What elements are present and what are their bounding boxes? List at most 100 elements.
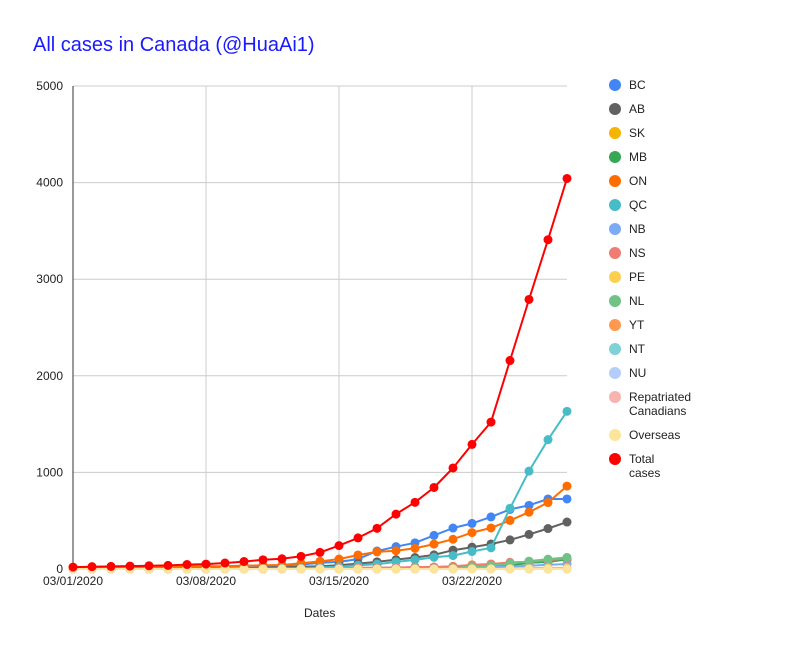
legend-item-ab: AB bbox=[609, 102, 779, 116]
data-point-overseas bbox=[277, 564, 287, 574]
legend-label: ON bbox=[629, 174, 647, 188]
legend-item-repatriated-canadians: Repatriated Canadians bbox=[609, 390, 779, 418]
data-point-overseas bbox=[315, 564, 325, 574]
y-tick-label: 5000 bbox=[36, 79, 63, 93]
data-point-overseas bbox=[448, 564, 458, 574]
data-point-on bbox=[448, 534, 458, 544]
legend-item-mb: MB bbox=[609, 150, 779, 164]
legend-label: NB bbox=[629, 222, 646, 236]
data-point-total-cases bbox=[144, 561, 154, 571]
legend-label: Total cases bbox=[629, 452, 661, 480]
data-point-ab bbox=[543, 524, 553, 534]
data-point-total-cases bbox=[353, 533, 363, 543]
data-point-on bbox=[353, 550, 363, 560]
data-point-qc bbox=[505, 503, 515, 513]
data-point-overseas bbox=[467, 564, 477, 574]
legend-marker-icon bbox=[609, 453, 621, 465]
x-tick-label: 03/08/2020 bbox=[176, 574, 236, 588]
data-point-total-cases bbox=[486, 417, 496, 427]
legend-item-ns: NS bbox=[609, 246, 779, 260]
data-point-overseas bbox=[562, 564, 572, 574]
data-point-total-cases bbox=[125, 561, 135, 571]
data-point-qc bbox=[543, 435, 553, 445]
legend-item-nt: NT bbox=[609, 342, 779, 356]
data-point-ab bbox=[505, 535, 515, 545]
legend-marker-icon bbox=[609, 367, 621, 379]
data-point-total-cases bbox=[410, 497, 420, 507]
legend-marker-icon bbox=[609, 175, 621, 187]
data-point-on bbox=[467, 528, 477, 538]
legend-marker-icon bbox=[609, 271, 621, 283]
legend-label: SK bbox=[629, 126, 646, 140]
data-point-qc bbox=[524, 466, 534, 476]
data-point-total-cases bbox=[391, 509, 401, 519]
legend-label: MB bbox=[629, 150, 647, 164]
data-point-total-cases bbox=[201, 559, 211, 569]
data-point-qc bbox=[467, 547, 477, 557]
legend-label: NU bbox=[629, 366, 647, 380]
legend-item-qc: QC bbox=[609, 198, 779, 212]
data-point-overseas bbox=[429, 564, 439, 574]
data-point-on bbox=[505, 515, 515, 525]
y-tick-label: 4000 bbox=[36, 176, 63, 190]
data-point-bc bbox=[486, 512, 496, 522]
legend: BC AB SK MB ON QC NB NS PE NL YT NT NU Repatriated Ca… bbox=[609, 78, 779, 490]
legend-marker-icon bbox=[609, 127, 621, 139]
data-point-nl bbox=[524, 556, 534, 566]
legend-label: YT bbox=[629, 318, 645, 332]
x-tick-label: 03/22/2020 bbox=[442, 574, 502, 588]
data-point-overseas bbox=[353, 564, 363, 574]
legend-label: NT bbox=[629, 342, 645, 356]
legend-item-yt: YT bbox=[609, 318, 779, 332]
data-point-on bbox=[486, 523, 496, 533]
legend-item-nu: NU bbox=[609, 366, 779, 380]
data-point-total-cases bbox=[220, 558, 230, 568]
data-point-qc bbox=[429, 552, 439, 562]
data-point-overseas bbox=[372, 564, 382, 574]
data-point-overseas bbox=[334, 564, 344, 574]
legend-item-overseas: Overseas bbox=[609, 428, 779, 442]
data-point-total-cases bbox=[467, 439, 477, 449]
legend-marker-icon bbox=[609, 319, 621, 331]
data-point-overseas bbox=[296, 564, 306, 574]
data-point-qc bbox=[562, 406, 572, 416]
data-point-total-cases bbox=[106, 561, 116, 571]
data-point-nl bbox=[562, 552, 572, 562]
data-point-overseas bbox=[543, 564, 553, 574]
legend-label: AB bbox=[629, 102, 646, 116]
legend-marker-icon bbox=[609, 103, 621, 115]
legend-label: Overseas bbox=[629, 428, 681, 442]
data-point-total-cases bbox=[296, 551, 306, 561]
data-point-total-cases bbox=[334, 541, 344, 551]
data-point-bc bbox=[467, 518, 477, 528]
data-point-total-cases bbox=[505, 356, 515, 366]
data-point-total-cases bbox=[277, 554, 287, 564]
legend-marker-icon bbox=[609, 343, 621, 355]
data-point-on bbox=[562, 481, 572, 491]
data-point-total-cases bbox=[448, 463, 458, 473]
data-point-bc bbox=[562, 494, 572, 504]
data-point-overseas bbox=[486, 564, 496, 574]
x-tick-label: 03/15/2020 bbox=[309, 574, 369, 588]
data-point-bc bbox=[524, 500, 534, 510]
data-point-overseas bbox=[258, 564, 268, 574]
data-point-total-cases bbox=[543, 235, 553, 245]
data-point-total-cases bbox=[68, 562, 78, 572]
data-point-total-cases bbox=[87, 562, 97, 572]
data-point-overseas bbox=[524, 564, 534, 574]
legend-item-sk: SK bbox=[609, 126, 779, 140]
data-point-total-cases bbox=[372, 523, 382, 533]
data-point-qc bbox=[448, 551, 458, 561]
data-point-on bbox=[543, 498, 553, 508]
y-tick-label: 0 bbox=[56, 562, 63, 576]
data-point-nl bbox=[543, 554, 553, 564]
data-point-total-cases bbox=[239, 557, 249, 567]
legend-item-bc: BC bbox=[609, 78, 779, 92]
legend-label: NL bbox=[629, 294, 645, 308]
data-point-on bbox=[410, 543, 420, 553]
data-point-ab bbox=[524, 529, 534, 539]
data-point-overseas bbox=[391, 564, 401, 574]
legend-marker-icon bbox=[609, 223, 621, 235]
data-point-on bbox=[372, 547, 382, 557]
data-point-qc bbox=[486, 543, 496, 553]
